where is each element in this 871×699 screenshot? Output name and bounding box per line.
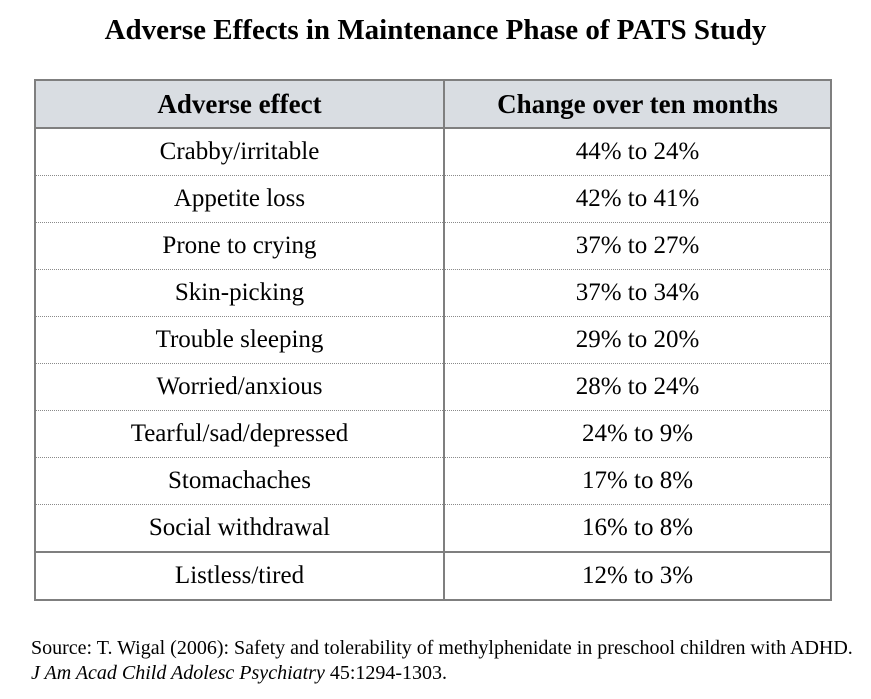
change-cell: 12% to 3% (581, 562, 694, 589)
change-cell: 28% to 24% (444, 363, 830, 411)
page-title: Adverse Effects in Maintenance Phase of … (104, 14, 767, 46)
table-row: Appetite loss 42% to 41% (36, 175, 830, 223)
change-cell: 42% to 41% (444, 175, 830, 223)
change-cell: 37% to 34% (444, 269, 830, 317)
change-cell: 44% to 24% (444, 128, 830, 176)
source-suffix: 45:1294-1303. (324, 662, 448, 684)
adverse-effects-table: Adverse effect Change over ten months Cr… (34, 79, 832, 601)
table-header-row: Adverse effect Change over ten months (36, 81, 830, 129)
table-row: Listless/tired 12% to 3% (36, 552, 830, 599)
adverse-effect-cell: Stomachaches (36, 457, 445, 505)
adverse-effect-cell: Prone to crying (36, 222, 445, 270)
adverse-effect-cell: Appetite loss (36, 175, 445, 223)
source-prefix: Source: T. Wigal (2006): Safety and tole… (31, 637, 853, 659)
change-cell: 24% to 9% (444, 410, 830, 458)
table-row: Crabby/irritable 44% to 24% (36, 128, 830, 176)
source-citation: Source: T. Wigal (2006): Safety and tole… (31, 636, 861, 686)
table-row: Prone to crying 37% to 27% (36, 222, 830, 270)
adverse-effect-cell: Listless/tired (36, 552, 445, 599)
adverse-effect-cell: Worried/anxious (36, 363, 445, 411)
table-row: Skin-picking 37% to 34% (36, 269, 830, 317)
change-cell: 17% to 8% (444, 457, 830, 505)
adverse-effect-cell: Trouble sleeping (36, 316, 445, 364)
column-header-adverse-effect: Adverse effect (36, 81, 445, 129)
change-cell: 29% to 20% (444, 316, 830, 364)
change-cell: 37% to 27% (444, 222, 830, 270)
table-row: Trouble sleeping 29% to 20% (36, 316, 830, 364)
adverse-effect-cell: Crabby/irritable (36, 128, 445, 176)
table-row: Tearful/sad/depressed 24% to 9% (36, 410, 830, 458)
journal-name: J Am Acad Child Adolesc Psychiatry (31, 662, 325, 684)
table-row: Worried/anxious 28% to 24% (36, 363, 830, 411)
adverse-effect-cell: Skin-picking (36, 269, 445, 317)
column-header-change: Change over ten months (444, 81, 830, 129)
adverse-effect-cell: Tearful/sad/depressed (36, 410, 445, 458)
change-cell: 16% to 8% (444, 504, 830, 553)
table-row: Stomachaches 17% to 8% (36, 457, 830, 505)
table-row: Social withdrawal 16% to 8% (36, 504, 830, 553)
adverse-effect-cell: Social withdrawal (36, 504, 445, 553)
